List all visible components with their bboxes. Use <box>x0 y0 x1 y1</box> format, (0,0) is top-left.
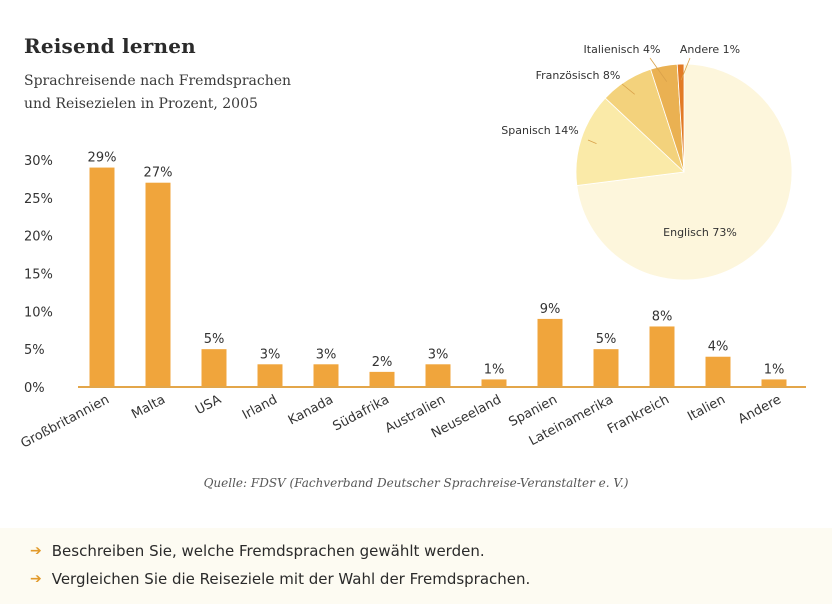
bar <box>593 349 619 387</box>
bar-value-label: 3% <box>260 347 281 362</box>
subtitle-line-1: Sprachreisende nach Fremdsprachen <box>24 73 292 89</box>
pie-leader-line <box>587 139 597 144</box>
pie-slice <box>676 63 685 173</box>
chart-subtitle: Sprachreisende nach Fremdsprachen und Re… <box>24 70 354 116</box>
pie-slice-label: Andere 1% <box>680 43 740 56</box>
pie-slice-label: Englisch 73% <box>663 226 737 239</box>
bar-value-label: 2% <box>372 355 393 370</box>
y-tick-label: 20% <box>24 230 53 245</box>
bar <box>537 318 563 387</box>
bar <box>425 364 451 387</box>
task-item: ➔ Beschreiben Sie, welche Fremdsprachen … <box>30 542 485 560</box>
bar <box>481 379 507 387</box>
y-tick-label: 30% <box>24 154 53 169</box>
pie-leader-line <box>649 57 668 82</box>
source-note: Quelle: FDSV (Fachverband Deutscher Spra… <box>203 476 629 490</box>
bar-value-label: 1% <box>764 362 785 377</box>
bar-value-label: 1% <box>484 362 505 377</box>
x-tick-label: Frankreich <box>605 392 672 437</box>
bar-value-label: 4% <box>708 340 729 355</box>
x-tick-label: Kanada <box>286 392 336 428</box>
pie-slice-label: Spanisch 14% <box>501 124 578 137</box>
x-tick-label: Malta <box>129 392 168 422</box>
bar <box>761 379 787 387</box>
bar <box>705 356 731 387</box>
arrow-right-icon: ➔ <box>30 571 42 587</box>
x-tick-label: Südafrika <box>331 392 392 434</box>
bar-value-label: 5% <box>204 332 225 347</box>
arrow-right-icon: ➔ <box>30 543 42 559</box>
bar-value-label: 3% <box>316 347 337 362</box>
bar <box>89 167 115 387</box>
x-tick-label: Andere <box>736 392 784 427</box>
task-text: Vergleichen Sie die Reiseziele mit der W… <box>51 570 531 588</box>
chart-title: Reisend lernen <box>24 34 196 58</box>
task-text: Beschreiben Sie, welche Fremdsprachen ge… <box>51 542 485 560</box>
y-tick-label: 15% <box>24 268 53 283</box>
y-tick-label: 25% <box>24 192 53 207</box>
x-tick-label: Irland <box>240 392 280 423</box>
bar-value-label: 29% <box>88 151 117 166</box>
x-tick-label: Italien <box>685 392 728 424</box>
chart-canvas: 0% 5% 10% 15% 20% 25% 30% 29% Großbritannien 27% M… <box>18 43 806 451</box>
y-tick-label: 0% <box>24 381 45 396</box>
y-tick-label: 5% <box>24 343 45 358</box>
task-item: ➔ Vergleichen Sie die Reiseziele mit der… <box>30 570 530 588</box>
bar-value-label: 9% <box>540 302 561 317</box>
pie-slice-label: Italienisch 4% <box>584 43 661 56</box>
x-tick-label: Großbritannien <box>18 392 111 451</box>
bar-value-label: 5% <box>596 332 617 347</box>
bar <box>145 182 171 387</box>
bar-value-label: 8% <box>652 309 673 324</box>
bar <box>649 326 675 387</box>
x-tick-label: USA <box>193 392 224 418</box>
pie-leader-line <box>621 83 635 95</box>
bar <box>257 364 283 387</box>
bar <box>313 364 339 387</box>
subtitle-line-2: und Reisezielen in Prozent, 2005 <box>24 96 258 112</box>
y-tick-label: 10% <box>24 305 53 320</box>
pie-leader-line <box>680 57 691 81</box>
pie-slice-label: Französisch 8% <box>536 69 621 82</box>
bar <box>201 349 227 387</box>
bar-value-label: 27% <box>144 166 173 181</box>
task-box: ➔ Beschreiben Sie, welche Fremdsprachen … <box>0 528 832 604</box>
pie-slice <box>575 97 685 186</box>
bar-value-label: 3% <box>428 347 449 362</box>
bar <box>369 371 395 387</box>
